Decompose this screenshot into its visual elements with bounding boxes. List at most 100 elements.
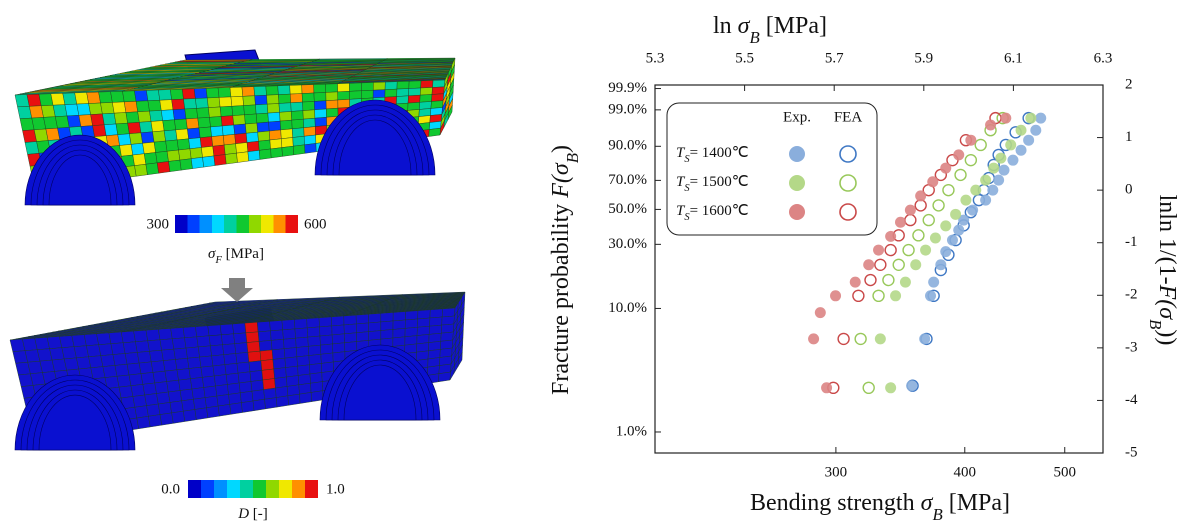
- mesh-cell: [280, 111, 292, 121]
- fea-point: [855, 333, 866, 344]
- label: = 1600℃: [690, 203, 749, 219]
- unit: [-]: [249, 506, 268, 522]
- exp-point: [885, 231, 896, 242]
- left-tick-label: 99.9%: [608, 80, 647, 96]
- right-tick-label: 0: [1125, 182, 1133, 198]
- exp-point: [1025, 113, 1036, 124]
- exp-point: [895, 217, 906, 228]
- mesh-cell: [417, 318, 430, 327]
- fea-point: [903, 245, 914, 256]
- mesh-cell: [333, 343, 345, 353]
- mesh-cell: [198, 346, 211, 357]
- mesh-cell: [246, 332, 259, 343]
- exp-point: [985, 119, 996, 130]
- mesh-cell: [338, 99, 350, 108]
- mesh-cell: [226, 373, 239, 384]
- colorbar: [175, 215, 298, 233]
- mesh-cell: [179, 149, 192, 160]
- colorbar-max: 600: [304, 216, 327, 232]
- mesh-cell: [381, 321, 393, 331]
- mesh-cell: [356, 314, 368, 324]
- mesh-cell: [408, 95, 420, 103]
- exp-point: [830, 290, 841, 301]
- exp-point: [970, 185, 981, 196]
- exp-point: [953, 149, 964, 160]
- mesh-cell: [405, 319, 417, 328]
- mesh-cell: [199, 127, 212, 138]
- mesh-cell: [420, 94, 432, 102]
- mesh-cell: [86, 345, 100, 357]
- mesh-cell: [186, 347, 200, 358]
- mesh-cell: [305, 143, 317, 153]
- mesh-cell: [234, 333, 247, 344]
- arrow: [221, 278, 253, 302]
- mesh-cell: [129, 374, 143, 386]
- mesh-cell: [230, 87, 243, 97]
- unit: [MPa]: [760, 13, 827, 39]
- mesh-cell: [421, 80, 433, 88]
- mesh-cell: [206, 88, 219, 98]
- mesh-cell: [309, 354, 321, 365]
- fea-point: [943, 185, 954, 196]
- exp-point: [873, 245, 884, 256]
- mesh-cell: [253, 399, 266, 410]
- mesh-cell: [315, 117, 327, 126]
- mesh-cell: [299, 383, 311, 394]
- mesh-cell: [419, 101, 431, 109]
- mesh-cell: [442, 308, 455, 317]
- mesh-cell: [175, 358, 189, 370]
- mesh-cell: [240, 391, 253, 402]
- colorbar-min: 300: [147, 216, 170, 232]
- left-tick-label: 50.0%: [608, 201, 647, 217]
- fea-point: [865, 275, 876, 286]
- mesh-cell: [369, 322, 381, 332]
- mesh-cell: [197, 108, 210, 118]
- mesh-cell: [385, 82, 397, 90]
- mesh-cell: [93, 125, 107, 137]
- mesh-cell: [139, 362, 153, 374]
- mesh-cell: [208, 325, 222, 336]
- exp-point: [935, 259, 946, 270]
- mesh-cell: [126, 112, 139, 123]
- mesh-cell: [129, 133, 142, 145]
- legend-marker: [789, 146, 805, 162]
- mesh-cell: [143, 142, 156, 154]
- mesh-cell: [133, 154, 146, 166]
- exp-point: [1023, 135, 1034, 146]
- exp-point: [927, 176, 938, 187]
- mesh-cell: [285, 357, 298, 368]
- mesh-cell: [158, 90, 171, 101]
- mesh-cell: [303, 101, 315, 110]
- top-tick-label: 5.5: [735, 50, 754, 66]
- exp-point: [980, 175, 991, 186]
- mesh-cell: [361, 83, 373, 91]
- mesh-cell: [165, 370, 179, 382]
- mesh-cell: [368, 313, 380, 323]
- right-axis-title: lnln 1/(1-F(σB)): [1147, 195, 1181, 346]
- mesh-cell: [124, 101, 137, 112]
- mesh-cell: [331, 316, 344, 326]
- exp-point: [980, 195, 991, 206]
- mesh-cell: [128, 122, 141, 133]
- mesh-cell: [282, 146, 294, 156]
- mesh-cell: [131, 143, 144, 155]
- mesh-cell: [214, 375, 227, 386]
- mesh-cell: [138, 111, 151, 122]
- mesh-cell: [278, 85, 290, 94]
- mesh-cell: [189, 367, 202, 379]
- symbol: F(σ: [1154, 284, 1180, 321]
- mesh-cell: [238, 372, 251, 383]
- mesh-cell: [236, 143, 248, 154]
- mesh-cell: [143, 383, 157, 395]
- mesh-cell: [189, 138, 202, 149]
- mesh-cell: [139, 121, 152, 132]
- mesh-cell: [121, 331, 135, 343]
- mesh-cell: [144, 153, 157, 165]
- mesh-cell: [278, 94, 290, 103]
- mesh-cell: [163, 359, 177, 371]
- unit: [MPa]: [943, 490, 1010, 516]
- mesh-cell: [263, 379, 276, 390]
- subscript: B: [563, 153, 582, 163]
- mesh-cell: [179, 379, 192, 391]
- mesh-cell: [119, 386, 133, 398]
